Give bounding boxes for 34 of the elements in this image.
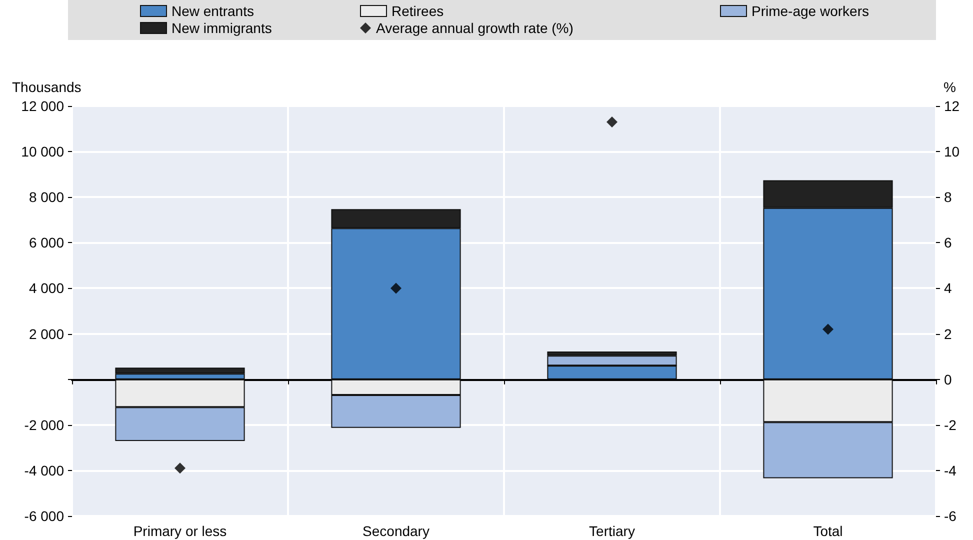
y2-tick-label: 12 — [944, 98, 960, 114]
point — [822, 324, 834, 335]
legend-label: Retirees — [392, 3, 444, 19]
y-tick-label: -2 000 — [24, 416, 64, 433]
y-tick-label: 6 000 — [28, 234, 64, 251]
point — [606, 116, 618, 128]
y-tick-label: 10 000 — [21, 144, 64, 160]
x-tick-label: Total — [813, 523, 843, 539]
legend-label: New entrants — [172, 3, 254, 19]
x-tick-label: Primary or less — [133, 523, 227, 539]
y-tick-label: -6 000 — [24, 508, 64, 524]
y-tick-label: 2 000 — [28, 326, 64, 342]
y2-tick-label: 4 — [944, 280, 952, 296]
y2-tick-label: 6 — [944, 234, 952, 251]
y2-tick-label: 2 — [944, 326, 952, 342]
x-tick-label: Secondary — [362, 523, 430, 539]
legend-label: New immigrants — [172, 20, 272, 36]
y2-axis-title: % — [944, 79, 956, 95]
point — [174, 462, 186, 474]
y2-tick-label: -6 — [944, 508, 957, 524]
legend-label: Average annual growth rate (%) — [376, 20, 574, 36]
y2-tick-label: -4 — [944, 462, 957, 478]
legend-label: Prime-age workers — [752, 3, 869, 19]
y-tick-label: 4 000 — [28, 280, 64, 296]
y-axis-title: Thousands — [12, 79, 82, 95]
x-tick-label: Tertiary — [589, 523, 635, 539]
y2-tick-label: 0 — [944, 371, 952, 388]
y2-tick-label: 10 — [944, 144, 960, 160]
point — [390, 282, 402, 294]
y-tick-label: -4 000 — [24, 462, 64, 478]
y2-tick-label: 8 — [944, 189, 952, 206]
y-tick-label: 12 000 — [21, 98, 64, 114]
y-tick-label: 8 000 — [28, 189, 64, 206]
y2-tick-label: -2 — [944, 416, 957, 433]
